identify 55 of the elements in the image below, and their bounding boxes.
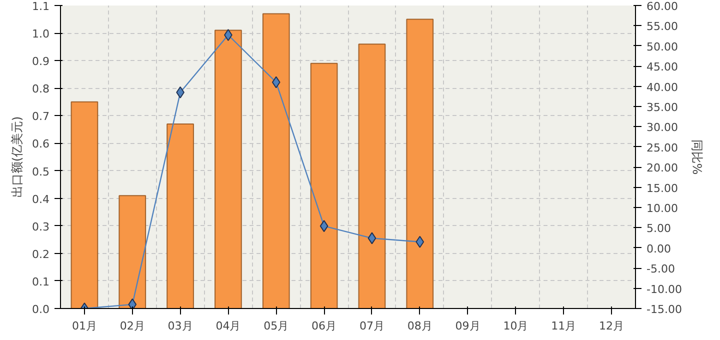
x-tick-label: 02月 bbox=[120, 320, 145, 332]
y2-tick-label: 20.00 bbox=[646, 162, 678, 175]
y2-tick-label: 15.00 bbox=[646, 182, 678, 195]
x-tick-label: 09月 bbox=[455, 320, 480, 332]
y-tick-label: 0.1 bbox=[32, 275, 50, 288]
y2-tick-label: -10.00 bbox=[646, 282, 682, 296]
bar bbox=[214, 30, 242, 308]
bar bbox=[310, 62, 338, 308]
bar bbox=[166, 123, 194, 308]
x-tick-label: 08月 bbox=[407, 320, 432, 332]
y2-tick-label: 30.00 bbox=[646, 121, 678, 134]
y-axis-title: 出口额(亿美元) bbox=[10, 116, 24, 198]
y-tick-label: 0.4 bbox=[32, 192, 50, 206]
x-tick-label: 11月 bbox=[551, 320, 576, 332]
y-tick-label: 0.3 bbox=[32, 220, 50, 234]
y-tick-label: 0.5 bbox=[32, 165, 50, 178]
point bbox=[320, 220, 328, 232]
y2-tick-label: 35.00 bbox=[646, 101, 678, 114]
point bbox=[272, 76, 280, 88]
y-tick-label: 0.9 bbox=[32, 55, 50, 68]
bar bbox=[262, 13, 290, 308]
y2-tick-label: -5.00 bbox=[646, 262, 675, 276]
y2-tick-label: 60.00 bbox=[646, 0, 678, 13]
y2-tick-label: 55.00 bbox=[646, 20, 678, 34]
y2-tick-label: 5.00 bbox=[646, 222, 671, 236]
bar bbox=[406, 18, 434, 308]
y2-tick-label: 0.00 bbox=[646, 242, 671, 256]
y-tick-label: 0.6 bbox=[32, 138, 50, 151]
x-tick-label: 10月 bbox=[503, 320, 528, 332]
x-tick-label: 07月 bbox=[359, 320, 384, 332]
point bbox=[416, 236, 424, 248]
bar bbox=[70, 101, 98, 308]
y2-tick-label: 50.00 bbox=[646, 40, 678, 54]
y2-tick-label: -15.00 bbox=[646, 303, 682, 316]
y-tick-label: 1.0 bbox=[32, 28, 50, 41]
y2-tick-label: 10.00 bbox=[646, 202, 678, 215]
x-tick-label: 05月 bbox=[264, 320, 289, 332]
y2-axis-title: 同比% bbox=[690, 139, 704, 175]
y2-tick-label: 45.00 bbox=[646, 60, 678, 74]
y-tick-label: 0.8 bbox=[32, 82, 50, 96]
bar bbox=[118, 195, 146, 308]
y2-tick-label: 25.00 bbox=[646, 141, 678, 154]
x-tick-label: 03月 bbox=[168, 320, 193, 332]
y-tick-label: 0.7 bbox=[32, 110, 50, 124]
y-tick-label: 1.1 bbox=[32, 0, 50, 13]
y-tick-label: 0.2 bbox=[32, 248, 50, 261]
bar bbox=[358, 44, 386, 308]
x-tick-label: 01月 bbox=[72, 320, 97, 332]
x-tick-label: 06月 bbox=[312, 320, 337, 332]
y2-tick-label: 40.00 bbox=[646, 80, 678, 94]
point bbox=[368, 232, 376, 244]
point bbox=[128, 298, 137, 308]
y-tick-label: 0.0 bbox=[32, 303, 50, 316]
x-tick-label: 04月 bbox=[216, 320, 241, 332]
x-tick-label: 12月 bbox=[599, 320, 624, 332]
